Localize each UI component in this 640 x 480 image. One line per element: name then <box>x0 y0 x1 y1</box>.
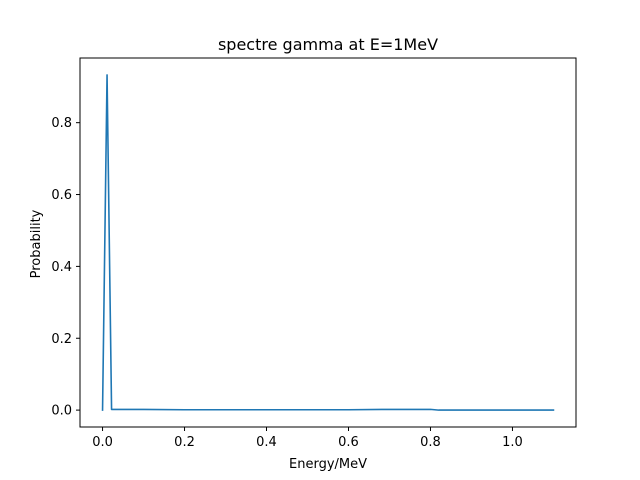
plot-area: 0.0 0.2 0.4 0.6 0.8 1.0 0.0 0.2 0.4 0.6 0.8 <box>51 57 577 450</box>
axes-frame <box>79 57 577 428</box>
y-axis-label: Probability <box>29 209 44 278</box>
chart-title: spectre gamma at E=1MeV <box>218 35 438 54</box>
series-line-0 <box>101 74 555 411</box>
y-tick-label: 0.6 <box>51 188 72 203</box>
x-tick-label: 0.8 <box>420 435 441 450</box>
x-tick-label: 0.0 <box>92 435 113 450</box>
x-tick-label: 0.2 <box>174 435 195 450</box>
x-tick-label: 1.0 <box>502 435 523 450</box>
y-tick-label: 0.2 <box>51 332 72 347</box>
y-tick-label: 0.8 <box>51 116 72 131</box>
x-tick-label: 0.4 <box>256 435 277 450</box>
y-tick-label: 0.0 <box>51 404 72 419</box>
x-tick-label: 0.6 <box>338 435 359 450</box>
y-tick-label: 0.4 <box>51 260 72 275</box>
x-axis-label: Energy/MeV <box>289 457 367 472</box>
